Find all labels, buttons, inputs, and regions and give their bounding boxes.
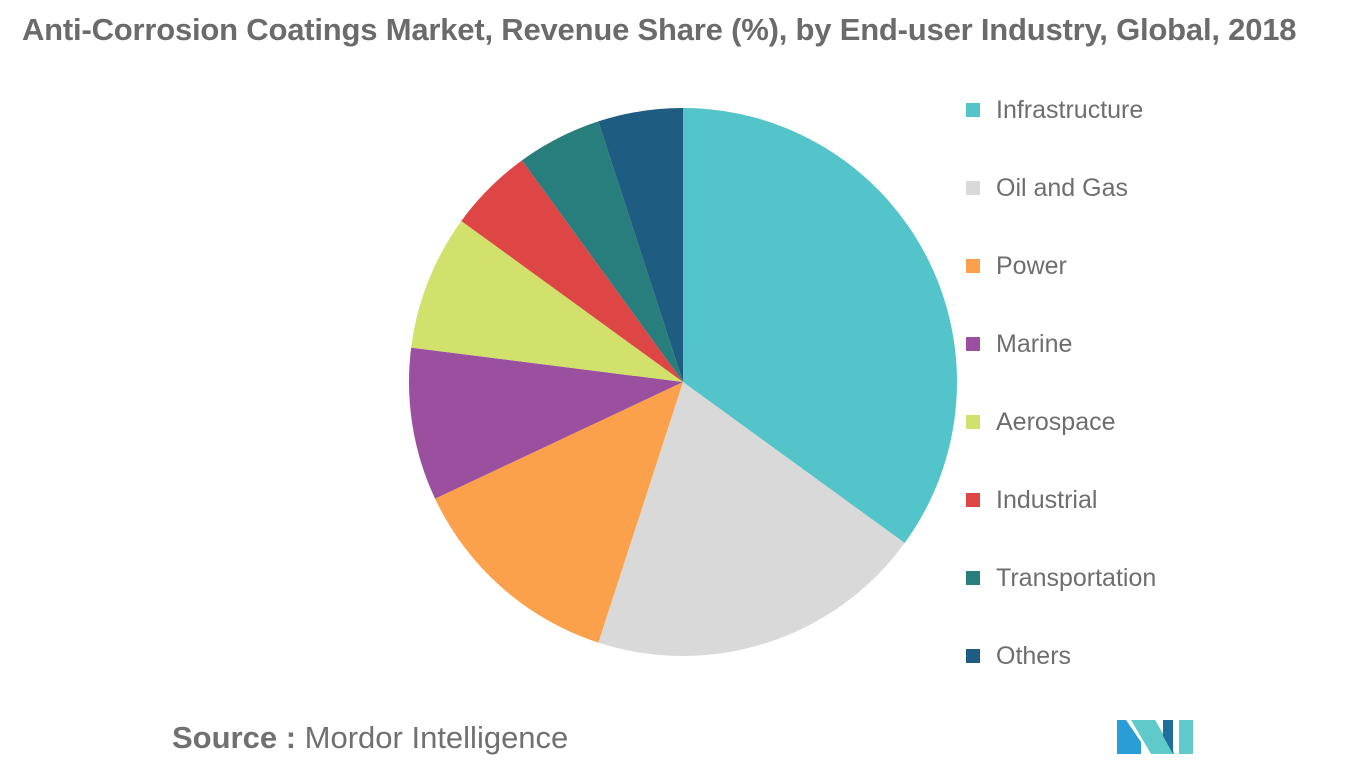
- legend-label: Oil and Gas: [996, 174, 1129, 202]
- legend-item: Infrastructure: [966, 92, 1156, 170]
- pie-slice-transportation: [521, 121, 683, 382]
- pie-slice-industrial: [461, 160, 683, 382]
- legend-item: Transportation: [966, 560, 1156, 638]
- pie-slice-oil-and-gas: [598, 382, 905, 656]
- pie-slice-aerospace: [411, 220, 683, 382]
- chart-legend: Infrastructure Oil and Gas Power Marine Aero…: [966, 92, 1156, 716]
- legend-swatch: [966, 493, 980, 507]
- pie-slice-marine: [409, 347, 683, 499]
- legend-swatch: [966, 415, 980, 429]
- legend-item: Oil and Gas: [966, 170, 1156, 248]
- source-prefix: Source :: [172, 720, 297, 755]
- mordor-intelligence-logo-icon: [1117, 720, 1193, 754]
- legend-item: Aerospace: [966, 404, 1156, 482]
- legend-label: Others: [996, 642, 1072, 670]
- legend-label: Transportation: [996, 564, 1157, 592]
- legend-label: Marine: [996, 330, 1073, 358]
- source-line: Source : Mordor Intelligence: [172, 720, 568, 756]
- legend-swatch: [966, 181, 980, 195]
- legend-swatch: [966, 337, 980, 351]
- legend-label: Infrastructure: [996, 96, 1144, 124]
- legend-swatch: [966, 571, 980, 585]
- legend-swatch: [966, 649, 980, 663]
- legend-item: Marine: [966, 326, 1156, 404]
- legend-label: Power: [996, 252, 1067, 280]
- legend-label: Industrial: [996, 486, 1098, 514]
- legend-swatch: [966, 103, 980, 117]
- legend-swatch: [966, 259, 980, 273]
- source-name: Mordor Intelligence: [304, 720, 569, 755]
- legend-item: Industrial: [966, 482, 1156, 560]
- legend-item: Others: [966, 638, 1156, 716]
- pie-slice-others: [598, 108, 683, 382]
- pie-slice-infrastructure: [683, 108, 957, 544]
- chart-title: Anti-Corrosion Coatings Market, Revenue …: [22, 12, 1297, 47]
- legend-label: Aerospace: [996, 408, 1116, 436]
- legend-item: Power: [966, 248, 1156, 326]
- pie-slice-power: [435, 382, 683, 643]
